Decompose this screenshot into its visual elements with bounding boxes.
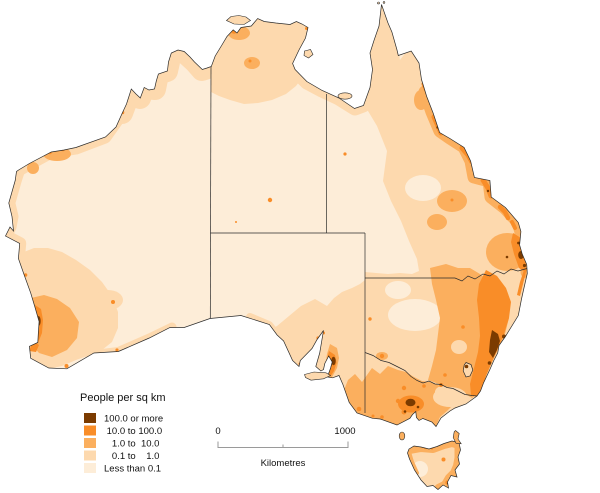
state-borders [209,66,528,413]
legend-swatch-10-100 [84,425,96,436]
legend: People per sq km 100.0 or more 10.0 to 1… [80,392,166,475]
legend-swatch-1-10 [84,438,96,448]
density-layer-lt-0.1-patches [357,175,442,331]
scale-end-label: 1000 [334,426,355,437]
canberra-dot [464,364,469,369]
legend-swatch-0.1-1 [84,450,96,461]
flinders-island [452,430,462,445]
groote-eylandt [303,49,314,59]
islands [225,1,462,445]
density-layer-0.1-1-pockets [433,340,467,407]
torres-strait-island [377,1,380,5]
melville-island [225,15,252,25]
king-island [398,431,406,441]
legend-label-10-100: 10.0 to 100.0 [104,426,162,437]
tasmania [407,440,461,490]
legend-label-100-plus: 100.0 or more [104,414,163,425]
border-wa [209,66,212,319]
legend-swatch-lt-0.1 [84,463,96,473]
border-nsw-vic [364,352,478,397]
kangaroo-island [304,371,332,381]
act-region [462,362,474,378]
scale-bar-line [217,441,349,448]
legend-label-0.1-1: 0.1 to 1.0 [104,451,159,462]
legend-title: People per sq km [80,392,166,404]
legend-label-lt-0.1: Less than 0.1 [104,464,161,475]
border-qld-nsw [365,268,528,282]
density-layers [5,4,528,427]
legend-swatch-100-plus [84,413,96,423]
scale-bar: 0 1000 Kilometres [215,426,355,469]
mornington-island [337,92,353,100]
legend-label-1-10: 1.0 to 10.0 [104,439,159,450]
torres-strait-island [382,1,386,4]
scale-start-label: 0 [215,426,220,437]
scale-unit-label: Kilometres [261,458,306,469]
